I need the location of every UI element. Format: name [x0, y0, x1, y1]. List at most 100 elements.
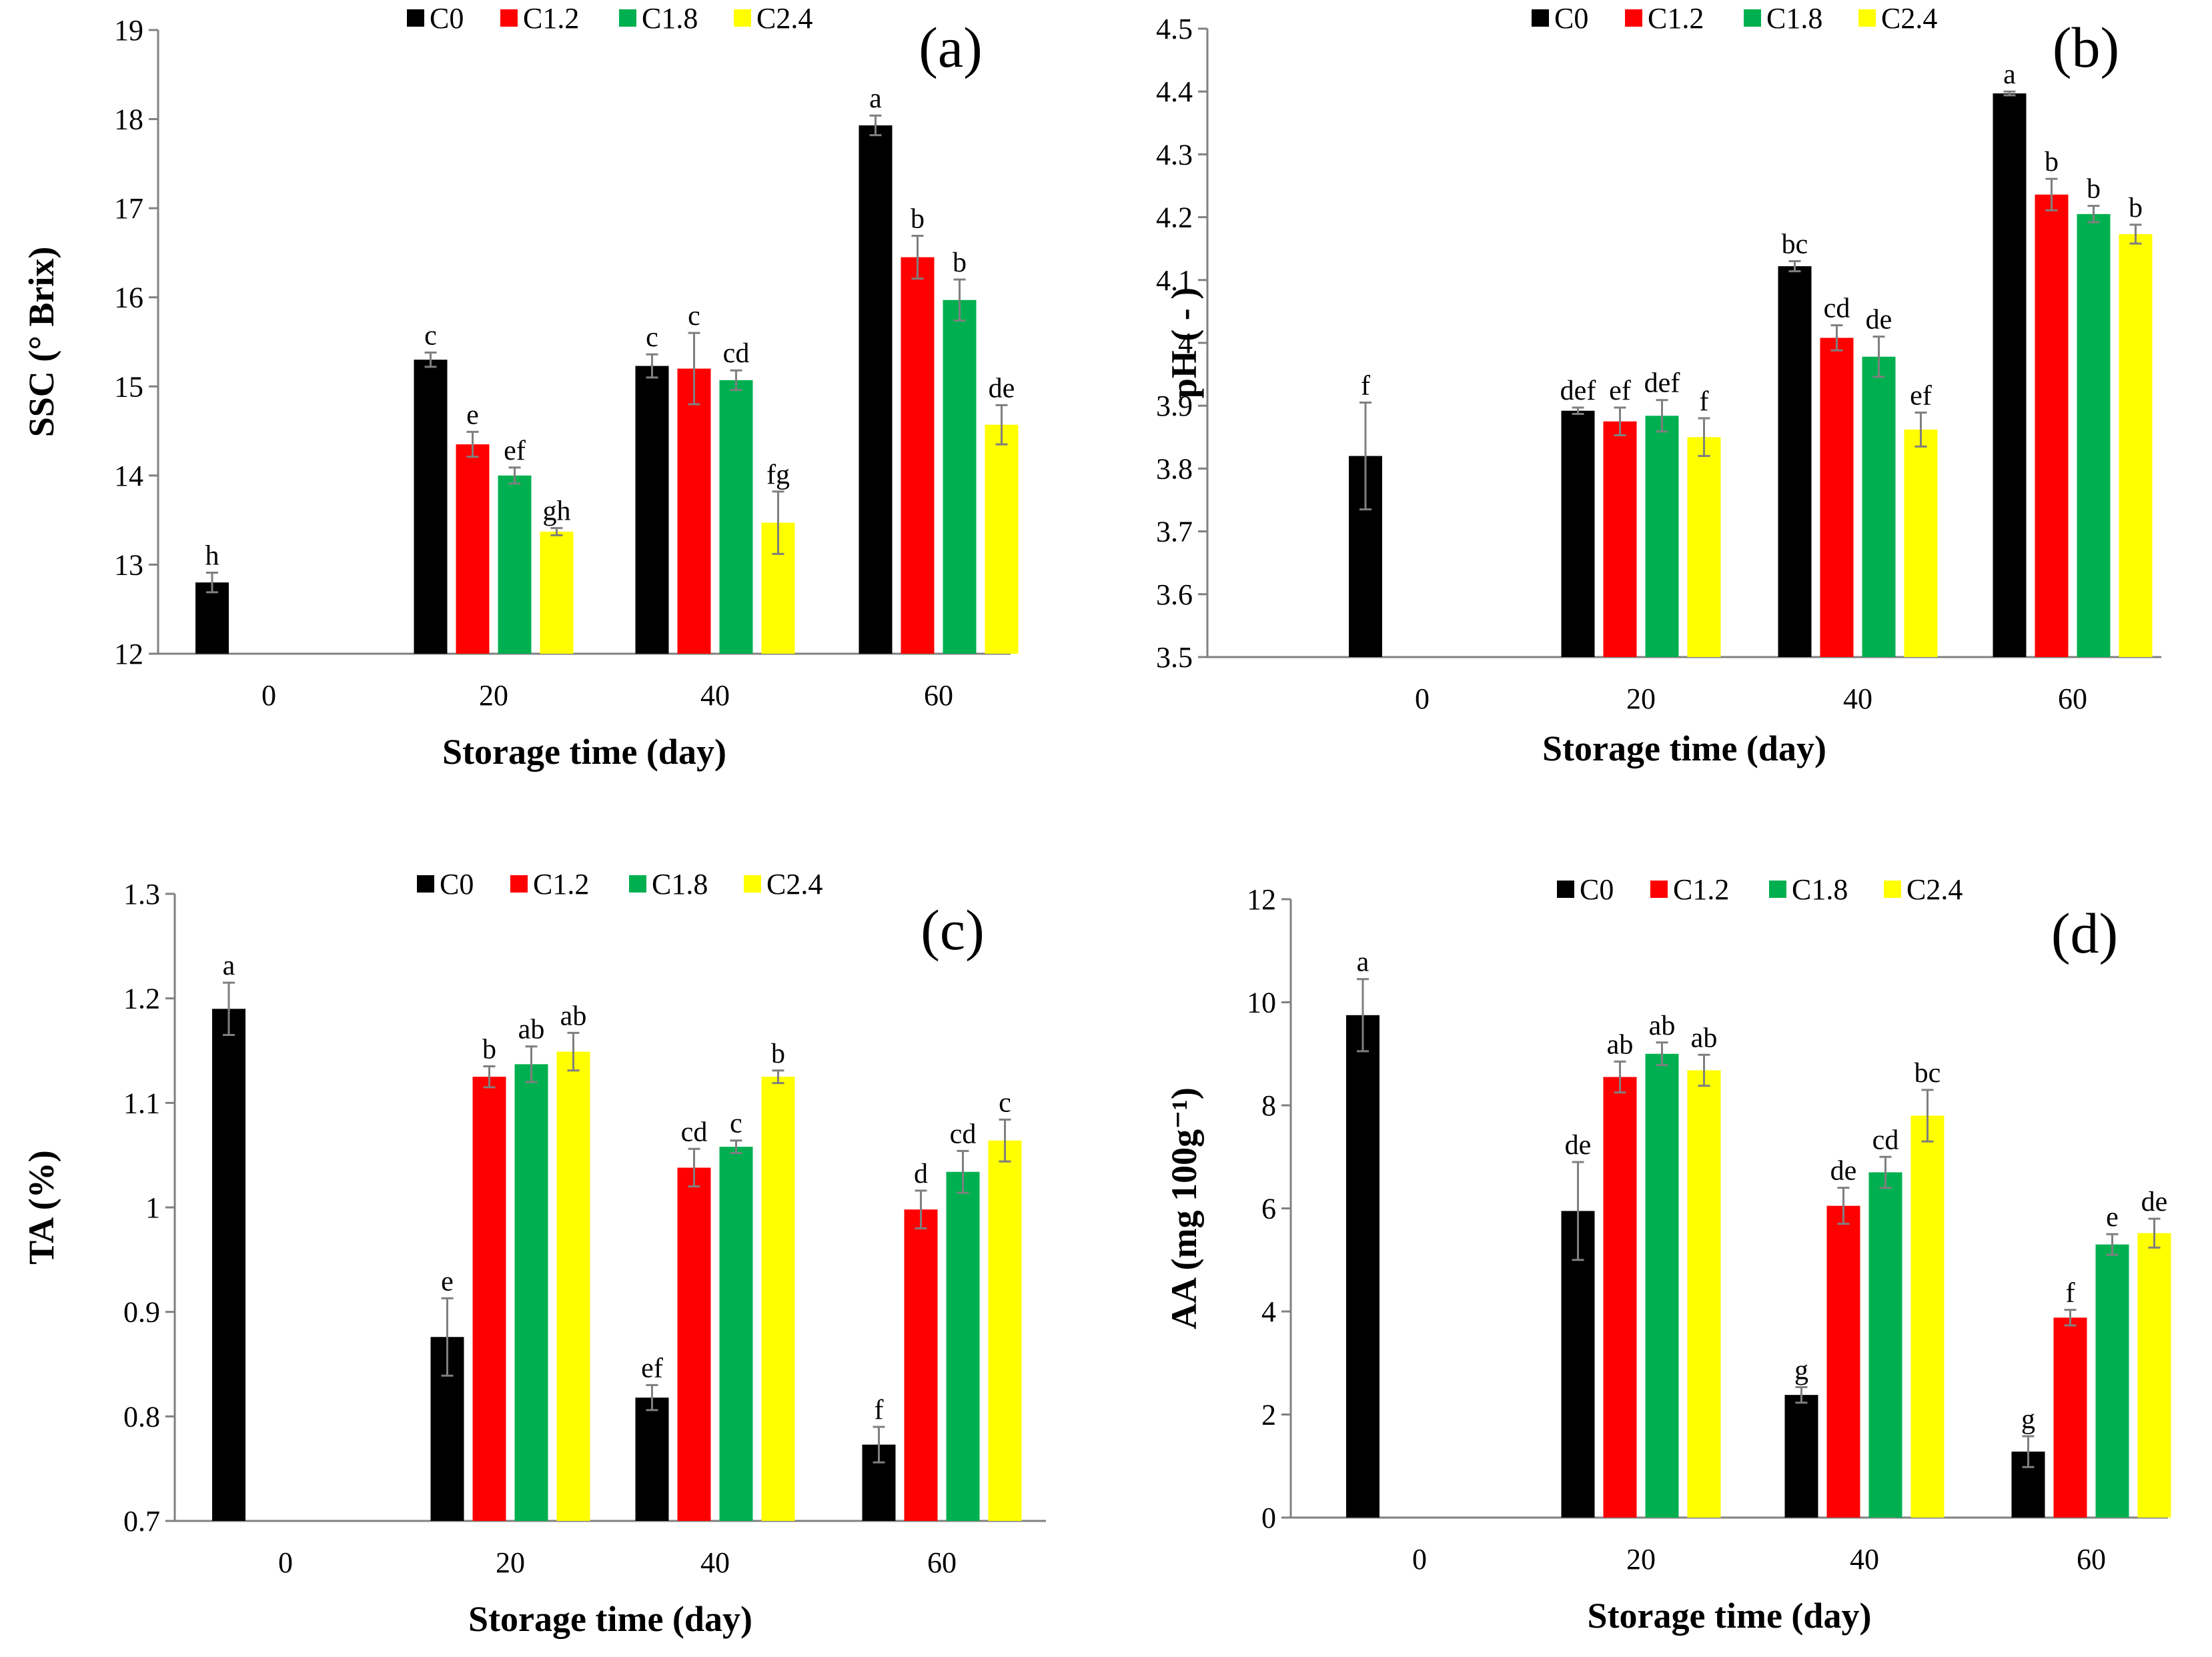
significance-label-d: bc: [1914, 1058, 1941, 1089]
panel-label-a: (a): [919, 15, 982, 79]
y-tick-label-c: 0.8: [123, 1400, 160, 1433]
bar-b-C0-day60: [1993, 93, 2027, 657]
legend-label-a: C1.2: [523, 2, 579, 35]
bar-d-C0-day40: [1784, 1395, 1818, 1518]
significance-label-d: ab: [1607, 1029, 1634, 1060]
x-tick-label-c: 0: [278, 1546, 293, 1579]
legend-label-d: C0: [1580, 873, 1614, 906]
significance-label-a: c: [646, 322, 658, 353]
bar-d-C1.2-day20: [1603, 1077, 1637, 1518]
legend-label-a: C2.4: [756, 2, 812, 35]
legend-label-b: C1.8: [1766, 2, 1822, 35]
bar-a-C1.2-day20: [456, 444, 490, 654]
y-tick-label-c: 0.7: [123, 1505, 160, 1538]
significance-label-c: e: [441, 1266, 454, 1297]
legend-swatch-d: [1769, 881, 1786, 898]
x-axis-title-a: Storage time (day): [442, 732, 726, 772]
bar-d-C1.8-day20: [1645, 1053, 1679, 1518]
bar-a-C1.2-day40: [677, 368, 711, 654]
y-tick-label-b: 3.7: [1156, 516, 1193, 548]
bar-a-C0-day60: [859, 125, 893, 654]
legend-swatch-b: [1625, 9, 1642, 27]
legend-label-d: C1.2: [1673, 873, 1729, 906]
legend-swatch-b: [1532, 9, 1549, 27]
significance-label-a: cd: [723, 338, 750, 369]
legend-label-b: C2.4: [1881, 2, 1937, 35]
bar-a-C2.4-day60: [985, 424, 1019, 654]
x-tick-label-d: 60: [2077, 1543, 2106, 1576]
y-tick-label-b: 4.2: [1156, 201, 1193, 234]
y-tick-label-b: 3.9: [1156, 390, 1193, 422]
legend-swatch-d: [1557, 881, 1574, 898]
bar-d-C1.2-day60: [2053, 1317, 2087, 1518]
bar-d-C0-day20: [1561, 1211, 1595, 1518]
bar-a-C0-day20: [414, 360, 448, 654]
significance-label-d: cd: [1872, 1125, 1899, 1155]
bar-a-C0-day40: [635, 366, 669, 654]
significance-label-a: h: [205, 540, 219, 571]
significance-label-d: f: [2066, 1278, 2075, 1309]
bar-c-C1.8-day40: [719, 1147, 753, 1521]
legend-swatch-a: [734, 9, 751, 27]
significance-label-b: f: [1361, 370, 1370, 401]
significance-label-d: de: [1565, 1130, 1592, 1161]
y-tick-label-b: 4.1: [1156, 264, 1193, 297]
bar-c-C1.8-day60: [946, 1171, 980, 1521]
y-tick-label-a: 16: [114, 282, 143, 314]
y-tick-label-b: 4.4: [1156, 75, 1193, 108]
bar-b-C1.8-day20: [1645, 416, 1679, 657]
y-tick-label-c: 0.9: [123, 1296, 160, 1329]
x-tick-label-b: 0: [1415, 682, 1430, 715]
legend-swatch-c: [744, 875, 761, 893]
significance-label-b: b: [2129, 193, 2143, 223]
bar-d-C1.8-day40: [1868, 1172, 1902, 1518]
significance-label-b: b: [2045, 147, 2059, 177]
x-tick-label-b: 40: [1843, 682, 1872, 715]
legend-label-c: C2.4: [766, 868, 822, 901]
significance-label-b: def: [1560, 376, 1596, 406]
legend-label-c: C1.2: [533, 868, 589, 901]
bar-d-C0-day0: [1346, 1015, 1379, 1518]
y-tick-label-a: 15: [114, 370, 143, 403]
bar-a-C2.4-day20: [540, 532, 574, 654]
x-axis-title-b: Storage time (day): [1542, 728, 1826, 768]
legend-label-a: C1.8: [642, 2, 698, 35]
y-tick-label-a: 18: [114, 103, 143, 136]
significance-label-c: d: [914, 1159, 928, 1189]
significance-label-c: cd: [950, 1119, 977, 1149]
bar-a-C0-day0: [195, 582, 229, 654]
y-tick-label-b: 4.3: [1156, 138, 1193, 171]
bar-b-C0-day20: [1561, 410, 1595, 657]
significance-label-a: b: [911, 204, 925, 235]
legend-label-b: C0: [1554, 2, 1588, 35]
y-tick-label-d: 8: [1261, 1089, 1276, 1122]
bar-a-C1.8-day20: [498, 475, 532, 654]
bar-c-C2.4-day40: [761, 1077, 795, 1521]
y-axis-title-b: pH ( - ): [1164, 288, 1204, 398]
significance-label-c: a: [223, 951, 235, 981]
y-tick-label-a: 12: [114, 638, 143, 670]
x-tick-label-a: 40: [700, 679, 730, 712]
bar-b-C0-day40: [1778, 266, 1812, 657]
y-tick-label-c: 1: [145, 1191, 160, 1224]
significance-label-c: f: [875, 1395, 884, 1426]
significance-label-d: a: [1357, 947, 1369, 978]
significance-label-b: de: [1866, 305, 1892, 336]
significance-label-a: e: [466, 400, 479, 430]
significance-label-b: f: [1700, 386, 1709, 417]
bar-b-C2.4-day60: [2119, 234, 2153, 657]
y-tick-label-a: 17: [114, 192, 143, 225]
y-tick-label-c: 1.1: [123, 1087, 160, 1119]
panel-label-d: (d): [2051, 901, 2118, 965]
bar-b-C2.4-day40: [1904, 429, 1938, 657]
significance-label-c: ab: [560, 1001, 587, 1031]
significance-label-c: ef: [641, 1353, 663, 1384]
legend-swatch-c: [510, 875, 528, 893]
bar-d-C1.2-day40: [1826, 1205, 1860, 1518]
legend-label-a: C0: [430, 2, 464, 35]
y-tick-label-d: 6: [1261, 1193, 1276, 1225]
significance-label-a: de: [989, 373, 1015, 404]
